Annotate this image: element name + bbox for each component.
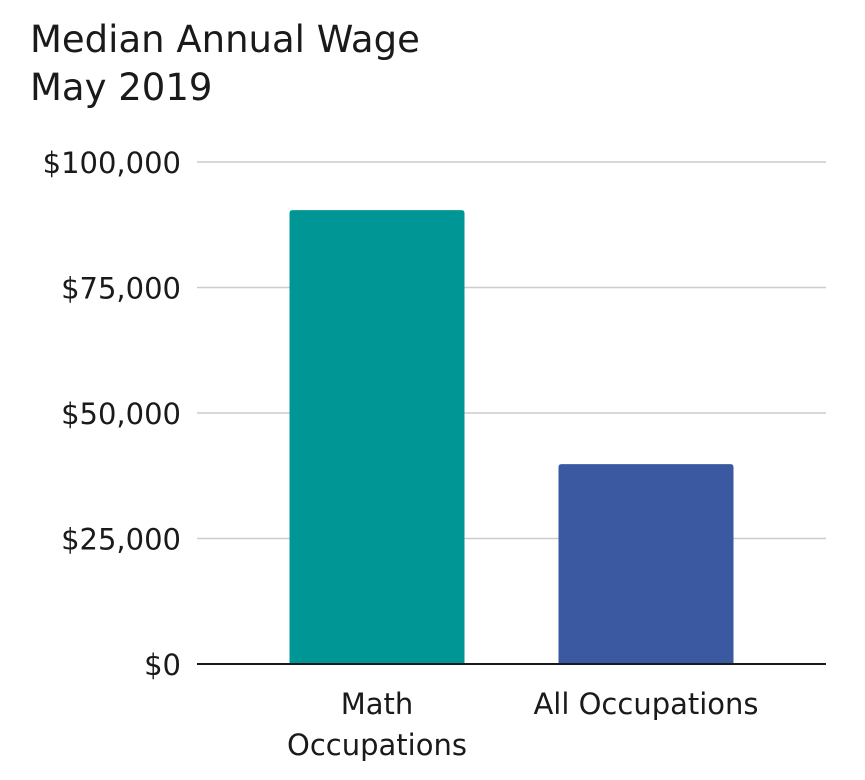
chart-title-line-1: Median Annual Wage [30,18,420,61]
y-tick-label: $50,000 [61,397,181,431]
x-axis-tick-labels: Math Occupations All Occupations [287,687,759,762]
y-tick-label: $0 [144,648,181,682]
x-tick-label: All Occupations [533,687,758,721]
bars [289,210,734,665]
y-tick-label: $25,000 [61,523,181,557]
bar [558,464,734,664]
y-axis-tick-labels: $0 $25,000 $50,000 $75,000 $100,000 [43,146,181,682]
chart-title: Median Annual Wage May 2019 [30,16,420,112]
y-tick-label: $75,000 [61,272,181,306]
bar [289,210,465,665]
x-tick-label: Occupations [287,728,467,762]
x-tick-label: Math [341,687,414,721]
chart-title-line-2: May 2019 [30,66,213,109]
y-tick-label: $100,000 [43,146,181,180]
